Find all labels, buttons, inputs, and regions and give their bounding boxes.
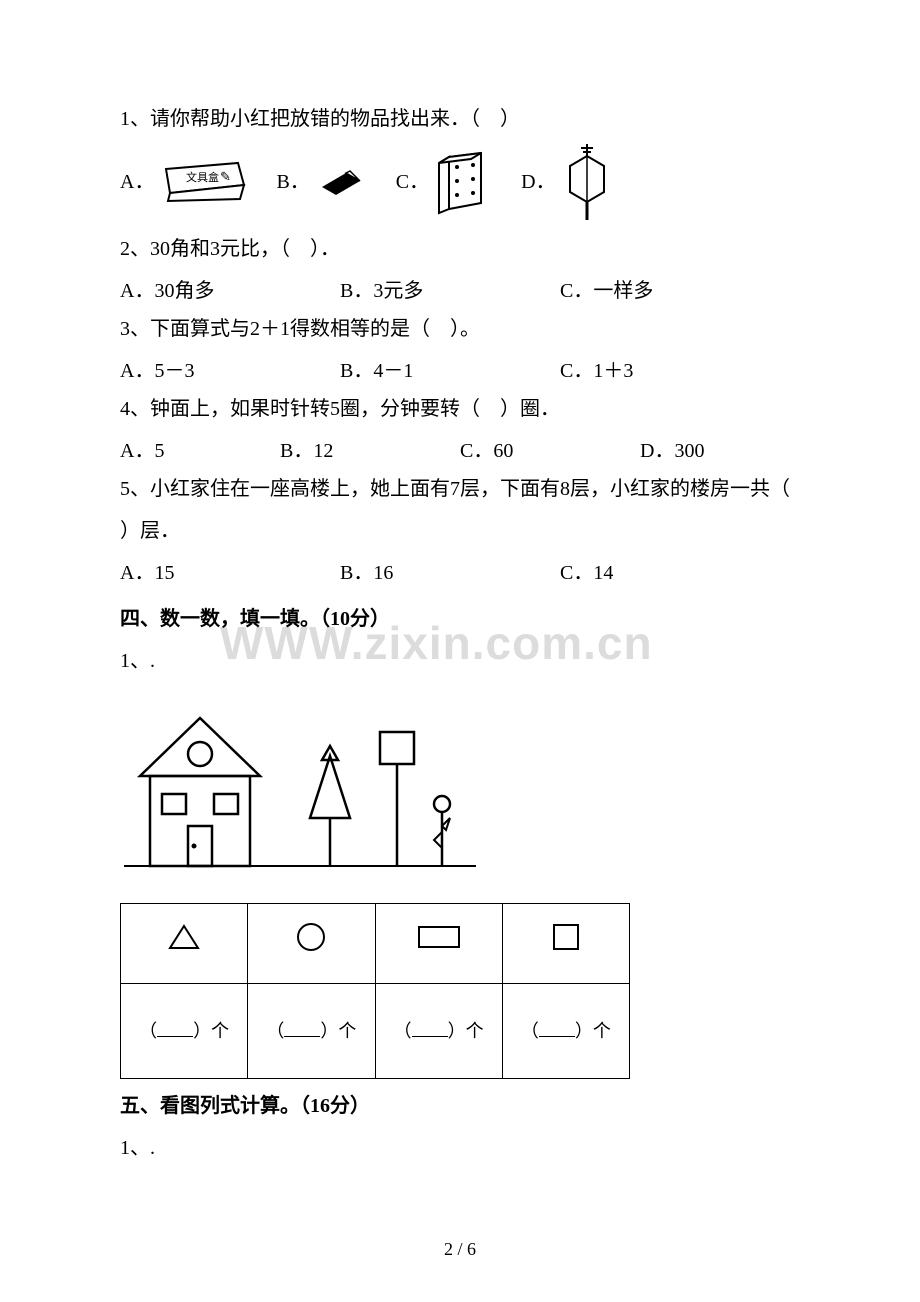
rectangle-icon — [416, 924, 462, 950]
q2-text: 2、30角和3元比，（ ）． — [120, 230, 800, 268]
q2-c: C．一样多 — [560, 272, 760, 310]
triangle-icon — [166, 922, 202, 952]
q5-a: A．15 — [120, 554, 340, 592]
rectangle-count: （）个 — [375, 984, 502, 1079]
q4-b: B．12 — [280, 432, 460, 470]
shape-count-table: （）个 （）个 （）个 （）个 — [120, 903, 630, 1079]
q4-d: D．300 — [640, 432, 780, 470]
q5-line2: ）层． — [120, 512, 800, 550]
q1-a-label: A． — [120, 163, 154, 201]
square-count: （）个 — [502, 984, 629, 1079]
q3-b: B．4－1 — [340, 352, 560, 390]
table-row — [121, 904, 630, 984]
q1-c-label: C． — [396, 163, 429, 201]
q1-text: 1、请你帮助小红把放错的物品找出来．（ ） — [120, 100, 800, 138]
q1-b-label: B． — [276, 163, 309, 201]
q1-option-c: C． — [396, 147, 491, 217]
q3-options: A．5－3 B．4－1 C．1＋3 — [120, 352, 800, 390]
eraser-icon — [316, 167, 366, 197]
section4-item1: 1、. — [120, 642, 800, 680]
section5-item1: 1、. — [120, 1129, 800, 1167]
page-content: 1、请你帮助小红把放错的物品找出来．（ ） A． 文具盒 ✎ B． C． — [120, 100, 800, 1167]
q4-text: 4、钟面上，如果时针转5圈，分钟要转（ ）圈． — [120, 390, 800, 428]
q5-b: B．16 — [340, 554, 560, 592]
q2-b: B．3元多 — [340, 272, 560, 310]
triangle-count: （）个 — [121, 984, 248, 1079]
circle-cell — [248, 904, 375, 984]
table-row: （）个 （）个 （）个 （）个 — [121, 984, 630, 1079]
q5-line1: 5、小红家住在一座高楼上，她上面有7层，下面有8层，小红家的楼房一共（ — [120, 470, 800, 508]
q1-option-a: A． 文具盒 ✎ — [120, 161, 246, 203]
circle-icon — [295, 921, 327, 953]
square-icon — [551, 922, 581, 952]
q4-a: A．5 — [120, 432, 280, 470]
q2-options: A．30角多 B．3元多 C．一样多 — [120, 272, 800, 310]
q4-options: A．5 B．12 C．60 D．300 — [120, 432, 800, 470]
svg-text:文具盒: 文具盒 — [186, 170, 219, 184]
q1-option-b: B． — [276, 163, 365, 201]
q1-d-label: D． — [521, 163, 555, 201]
shapes-scene-icon — [120, 698, 480, 878]
q3-text: 3、下面算式与2＋1得数相等的是（ ）。 — [120, 310, 800, 348]
section4-title: 四、数一数，填一填。（10分） — [120, 600, 800, 638]
section5-title: 五、看图列式计算。（16分） — [120, 1087, 800, 1125]
q3-c: C．1＋3 — [560, 352, 760, 390]
circle-count: （）个 — [248, 984, 375, 1079]
q5-c: C．14 — [560, 554, 760, 592]
q4-c: C．60 — [460, 432, 640, 470]
q1-option-d: D． — [521, 142, 611, 222]
house-figure — [120, 698, 800, 891]
triangle-cell — [121, 904, 248, 984]
pencil-case-icon: 文具盒 ✎ — [160, 161, 246, 203]
q5-options: A．15 B．16 C．14 — [120, 554, 800, 592]
svg-text:✎: ✎ — [220, 169, 231, 184]
page-number: 2 / 6 — [0, 1232, 920, 1266]
q1-options: A． 文具盒 ✎ B． C． — [120, 142, 800, 222]
q2-a: A．30角多 — [120, 272, 340, 310]
rectangle-cell — [375, 904, 502, 984]
dice-box-icon — [435, 147, 491, 217]
lantern-icon — [562, 142, 612, 222]
square-cell — [502, 904, 629, 984]
q3-a: A．5－3 — [120, 352, 340, 390]
